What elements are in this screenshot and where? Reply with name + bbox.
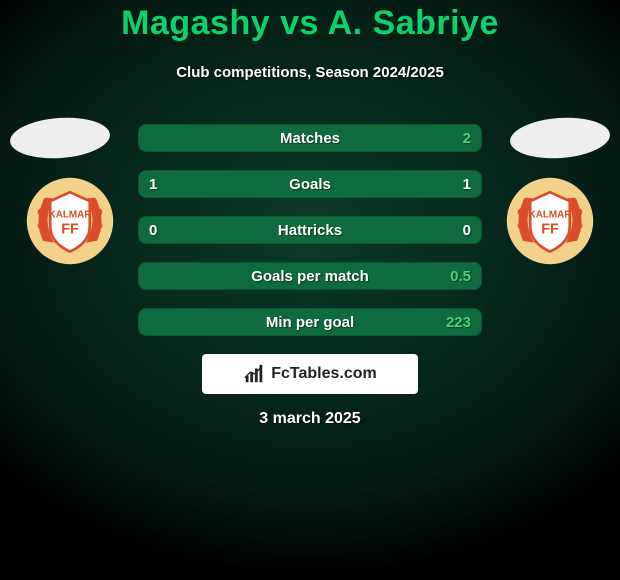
- stat-value-right: 223: [446, 314, 471, 331]
- stat-value-right: 1: [463, 176, 471, 193]
- stat-value-right: 0.5: [450, 268, 471, 285]
- club-logo-left: KALMAR FF: [25, 176, 115, 266]
- stat-row-min-per-goal: Min per goal 223: [138, 308, 482, 336]
- svg-text:FF: FF: [541, 222, 559, 238]
- stat-label: Goals: [289, 176, 331, 193]
- stat-label: Matches: [280, 130, 340, 147]
- stat-value-right: 0: [463, 222, 471, 239]
- stat-label: Hattricks: [278, 222, 342, 239]
- svg-text:KALMAR: KALMAR: [529, 209, 572, 220]
- kalmar-badge-icon: KALMAR FF: [505, 176, 595, 266]
- stat-value-left: 1: [149, 176, 157, 193]
- svg-text:FF: FF: [61, 222, 79, 238]
- branding-text: FcTables.com: [271, 365, 377, 383]
- subtitle: Club competitions, Season 2024/2025: [0, 64, 620, 81]
- avatar-left: [9, 115, 112, 162]
- stat-label: Goals per match: [251, 268, 369, 285]
- stat-value-left: 0: [149, 222, 157, 239]
- avatar-right: [509, 115, 612, 162]
- stat-row-goals: 1 Goals 1: [138, 170, 482, 198]
- club-logo-right: KALMAR FF: [505, 176, 595, 266]
- svg-text:KALMAR: KALMAR: [49, 209, 92, 220]
- stat-rows: Matches 2 1 Goals 1 0 Hattricks 0 Goals …: [138, 124, 482, 354]
- kalmar-badge-icon: KALMAR FF: [25, 176, 115, 266]
- stat-label: Min per goal: [266, 314, 354, 331]
- stat-value-right: 2: [463, 130, 471, 147]
- bar-chart-icon: [243, 363, 265, 385]
- stat-row-goals-per-match: Goals per match 0.5: [138, 262, 482, 290]
- page-title: Magashy vs A. Sabriye: [0, 4, 620, 43]
- branding-badge: FcTables.com: [202, 354, 418, 394]
- date-stamp: 3 march 2025: [0, 410, 620, 428]
- comparison-card: Magashy vs A. Sabriye Club competitions,…: [0, 0, 620, 580]
- stat-row-hattricks: 0 Hattricks 0: [138, 216, 482, 244]
- stat-row-matches: Matches 2: [138, 124, 482, 152]
